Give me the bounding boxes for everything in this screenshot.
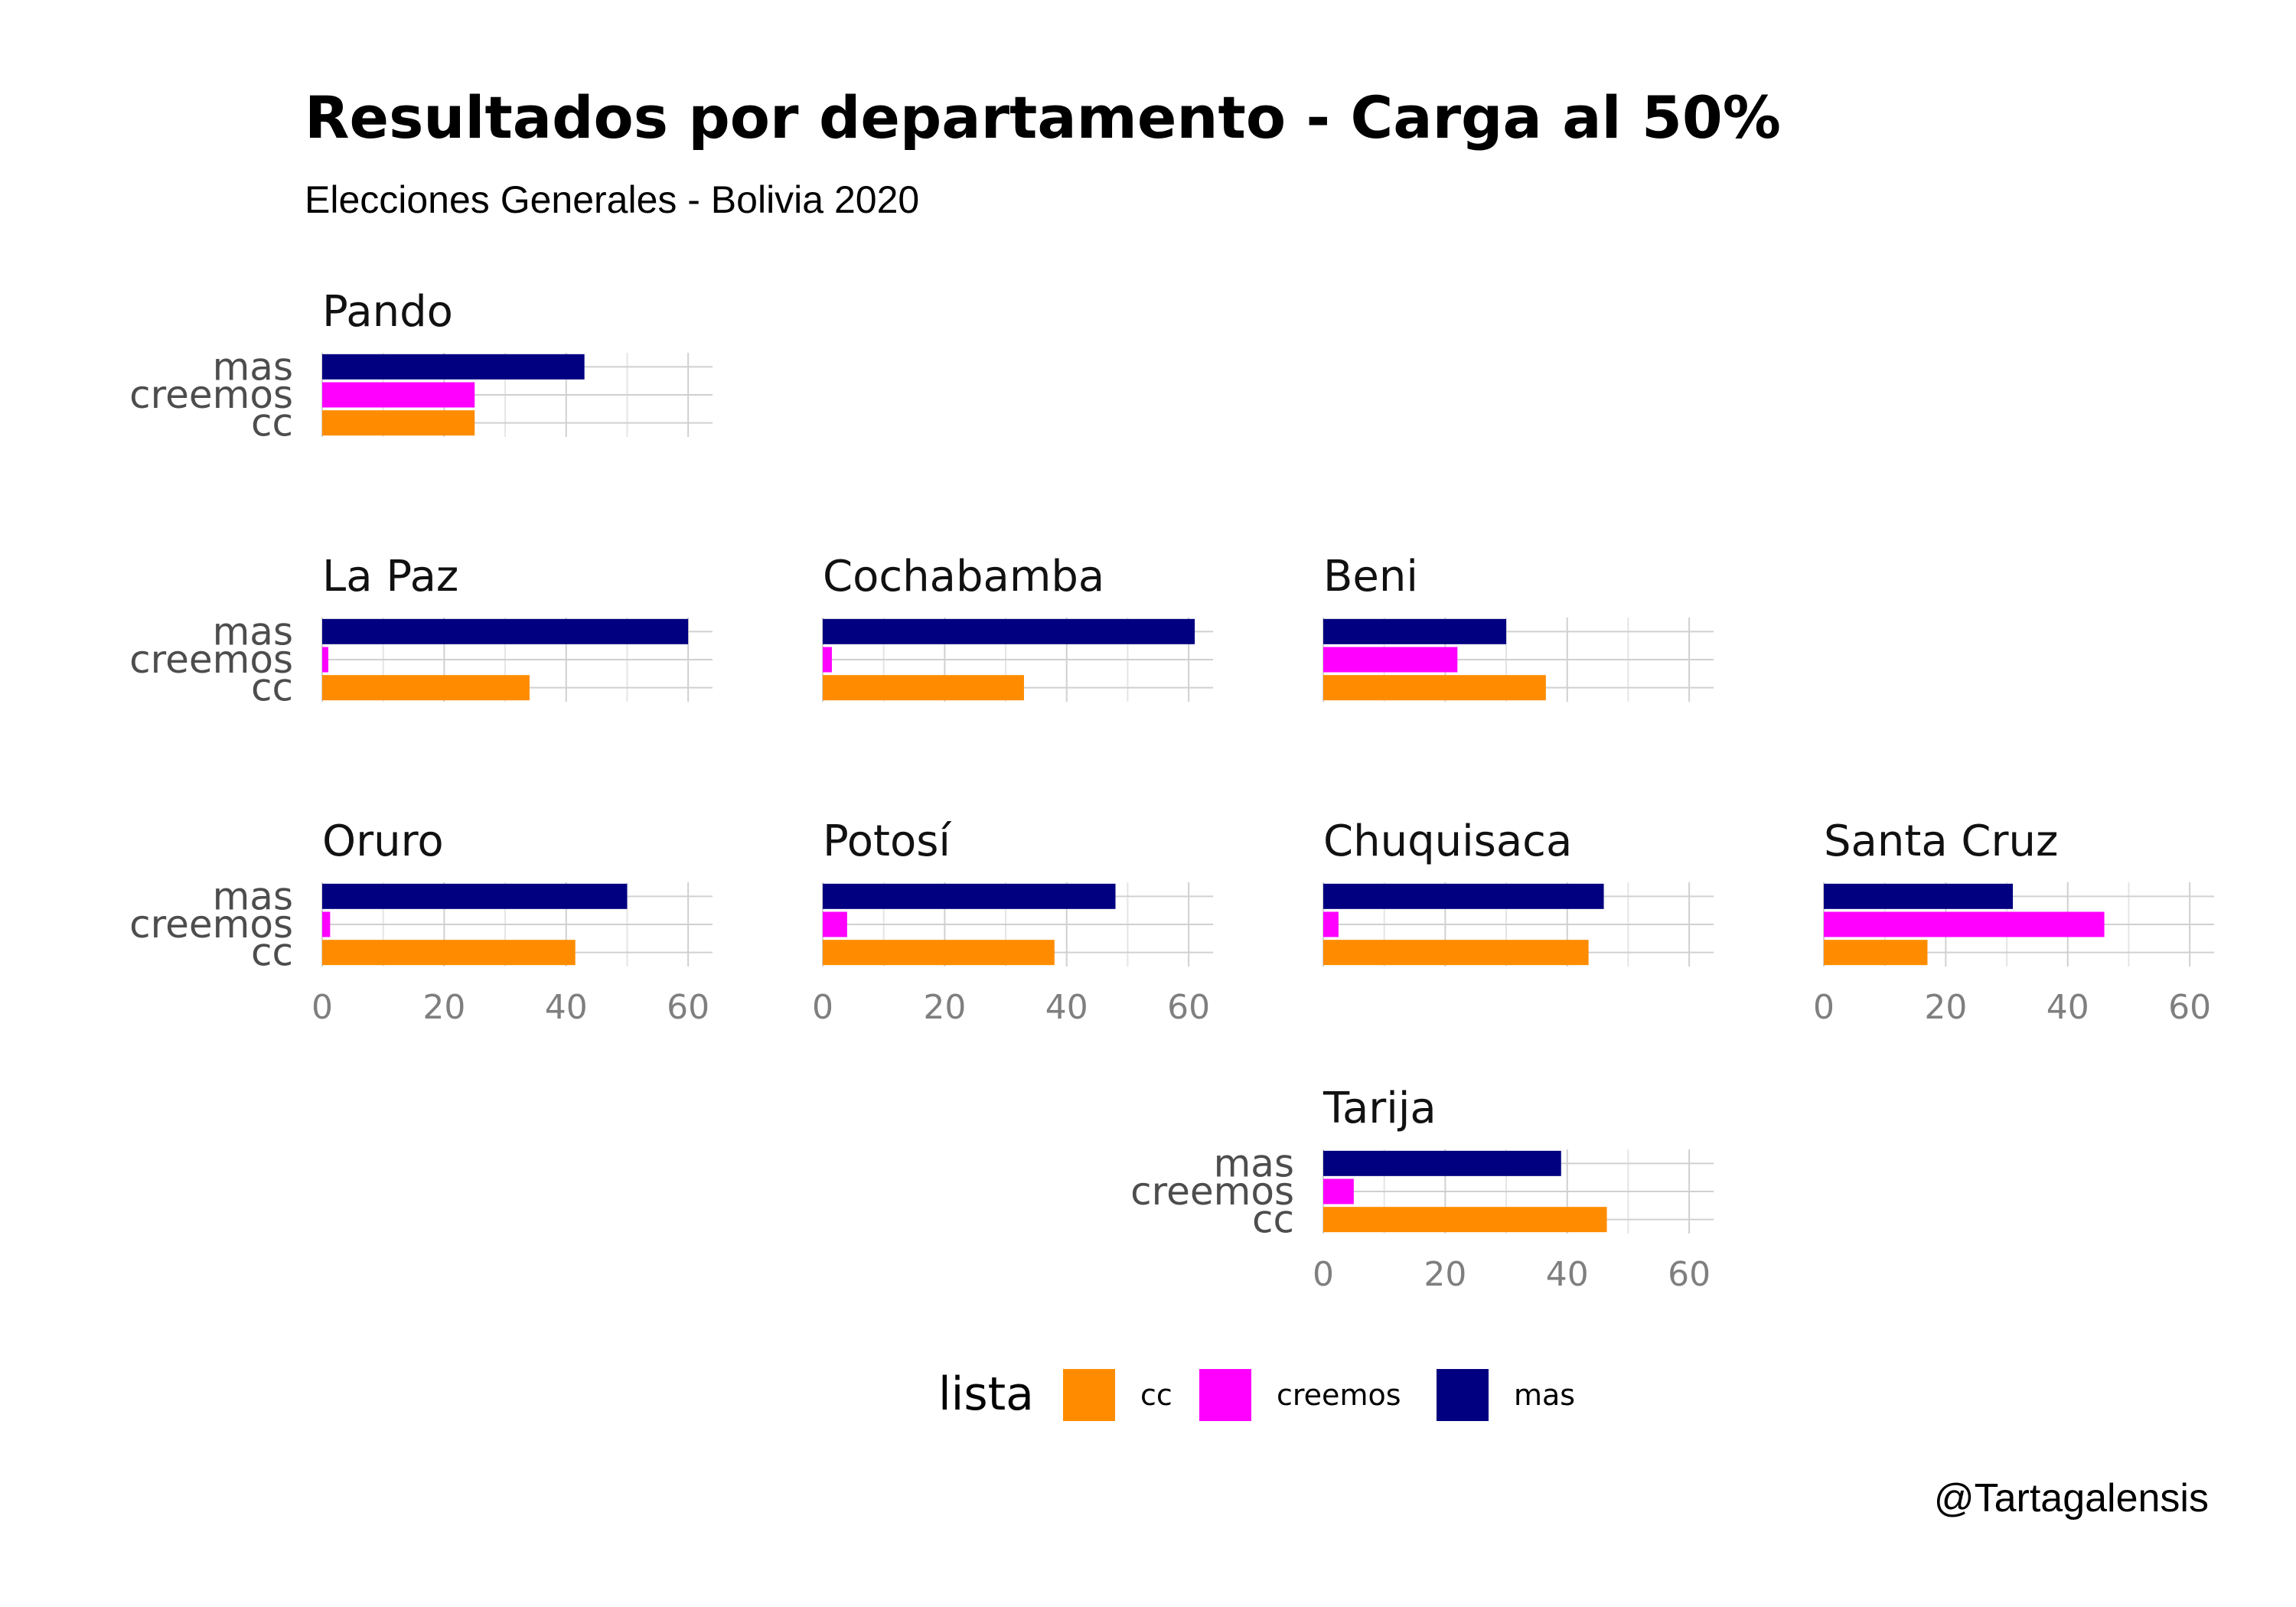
legend-label-creemos: creemos [1277,1378,1401,1412]
bar-pando-mas [322,354,585,380]
legend-title: lista [938,1367,1034,1421]
x-tick-label: 60 [1668,1255,1711,1294]
facet-label-la-paz: La Paz [322,552,458,601]
bar-tarija-creemos [1323,1179,1354,1204]
x-tick-label: 40 [1546,1255,1589,1294]
legend-key-mas [1437,1369,1489,1421]
x-tick-label: 20 [923,988,966,1027]
bar-potosi-creemos [823,912,847,937]
x-tick-label: 20 [422,988,465,1027]
bar-santa-cruz-creemos [1824,912,2105,937]
bar-potosi-mas [823,884,1116,909]
bar-oruro-cc [322,940,576,965]
bar-beni-cc [1323,675,1546,700]
facet-label-potosi: Potosí [823,817,952,866]
y-tick-label: cc [251,931,293,975]
bar-cochabamba-mas [823,619,1195,644]
bar-potosi-cc [823,940,1055,965]
legend: lista cc creemos mas [938,1367,1575,1421]
legend-label-cc: cc [1140,1378,1172,1412]
y-tick-label: cc [251,401,293,445]
x-tick-label: 40 [545,988,588,1027]
x-tick-label: 0 [1813,988,1835,1027]
x-tick-label: 20 [1424,1255,1466,1294]
bar-chuquisaca-mas [1323,884,1604,909]
bar-santa-cruz-cc [1824,940,1927,965]
bar-oruro-mas [322,884,627,909]
bar-cochabamba-creemos [823,647,832,673]
bar-oruro-creemos [322,912,330,937]
y-tick-label: cc [1252,1198,1294,1242]
bar-tarija-mas [1323,1151,1561,1176]
facet-label-cochabamba: Cochabamba [823,552,1104,601]
x-tick-label: 0 [812,988,833,1027]
x-tick-label: 60 [667,988,709,1027]
chart-caption: @Tartagalensis [1934,1476,2209,1521]
bar-cochabamba-cc [823,675,1024,700]
legend-key-cc [1063,1369,1115,1421]
facet-label-chuquisaca: Chuquisaca [1323,817,1572,866]
x-tick-label: 20 [1924,988,1967,1027]
bar-chuquisaca-cc [1323,940,1589,965]
bar-beni-creemos [1323,647,1457,673]
legend-key-creemos [1199,1369,1251,1421]
bar-tarija-cc [1323,1207,1607,1232]
bar-santa-cruz-mas [1824,884,2013,909]
bar-la-paz-creemos [322,647,328,673]
x-tick-label: 0 [1313,1255,1334,1294]
bar-la-paz-mas [322,619,688,644]
facet-label-santa-cruz: Santa Cruz [1824,817,2058,866]
facet-label-pando: Pando [322,287,453,337]
facet-label-tarija: Tarija [1322,1084,1437,1133]
facet-label-beni: Beni [1323,552,1418,601]
x-tick-label: 0 [311,988,333,1027]
x-tick-label: 40 [2047,988,2089,1027]
legend-label-mas: mas [1514,1378,1575,1412]
bar-pando-creemos [322,383,475,408]
chart-subtitle: Elecciones Generales - Bolivia 2020 [305,178,919,221]
x-tick-label: 40 [1045,988,1088,1027]
bar-chuquisaca-creemos [1323,912,1339,937]
y-tick-label: cc [251,666,293,710]
chart-title: Resultados por departamento - Carga al 5… [305,83,1781,152]
facet-label-oruro: Oruro [322,817,444,866]
bar-pando-cc [322,410,475,435]
x-tick-label: 60 [2168,988,2211,1027]
bar-beni-mas [1323,619,1506,644]
bar-la-paz-cc [322,675,530,700]
x-tick-label: 60 [1167,988,1210,1027]
